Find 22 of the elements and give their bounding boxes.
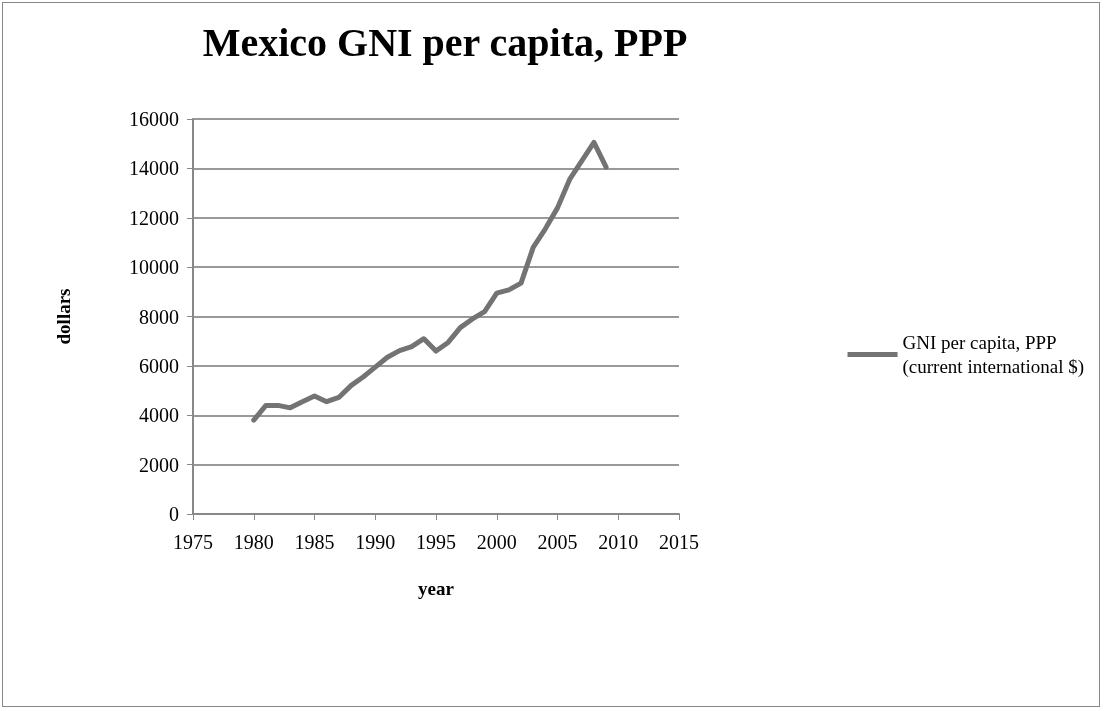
chart-title: Mexico GNI per capita, PPP	[202, 19, 688, 65]
x-tick-label: 2005	[537, 531, 578, 553]
x-axis-title: year	[418, 578, 455, 599]
x-tick-label: 1985	[294, 531, 335, 553]
x-tick-label: 2015	[659, 531, 699, 553]
x-tick-label: 1990	[355, 531, 396, 553]
y-axis-title: dollars	[53, 288, 74, 345]
y-tick-label: 16000	[129, 108, 179, 130]
y-tick-label: 12000	[129, 206, 179, 229]
y-tick-label: 0	[169, 503, 179, 525]
y-tick-label: 4000	[139, 404, 179, 427]
y-tick-label: 6000	[139, 354, 179, 377]
x-tick-label: 2000	[476, 531, 517, 553]
y-tick-label: 8000	[139, 305, 179, 328]
x-tick-label: 1995	[416, 531, 456, 553]
x-tick-label: 1975	[173, 531, 213, 553]
x-tick-label: 1980	[233, 531, 274, 553]
x-tick-label: 2010	[598, 531, 639, 553]
y-tick-label: 14000	[129, 157, 179, 180]
y-tick-label: 10000	[129, 256, 179, 279]
legend-label: GNI per capita, PPP (current international $)	[902, 332, 1085, 378]
y-tick-label: 2000	[139, 453, 179, 476]
